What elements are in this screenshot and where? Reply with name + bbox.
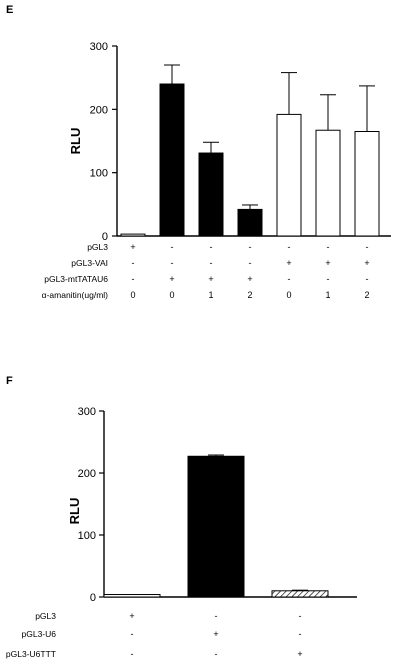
panel-e-y-tick-label: 100 bbox=[90, 168, 108, 180]
panel-e-row-cell: 1 bbox=[325, 290, 330, 300]
panel-e-row-cell: 0 bbox=[286, 290, 291, 300]
panel-f-row-label: pGL3-U6 bbox=[22, 629, 57, 639]
panel-f-y-tick-label: 0 bbox=[90, 592, 96, 604]
panel-e-letter: E bbox=[6, 4, 13, 16]
panel-f-bar bbox=[187, 455, 245, 598]
panel-e-bar bbox=[120, 233, 146, 237]
panel-e-row-cell: + bbox=[130, 242, 135, 252]
panel-e-bar bbox=[198, 152, 224, 237]
panel-e-row-cell: - bbox=[132, 274, 135, 284]
panel-e-y-tick-label: 0 bbox=[102, 231, 108, 243]
panel-e-bar bbox=[315, 129, 341, 237]
panel-f-row-label: pGL3 bbox=[35, 611, 56, 621]
panel-e-row-cell: - bbox=[249, 242, 252, 252]
panel-e-row-label: pGL3-mtTATAU6 bbox=[44, 274, 108, 284]
panel-e-row-cell: - bbox=[327, 242, 330, 252]
panel-f-bar bbox=[103, 594, 161, 598]
panel-e-row-label: α-amanitin(ug/ml) bbox=[42, 290, 108, 300]
panel-e-row-cell: + bbox=[169, 274, 174, 284]
panel-e-row-cell: - bbox=[288, 274, 291, 284]
panel-e-row-cell: 1 bbox=[208, 290, 213, 300]
panel-f-y-tick-label: 200 bbox=[78, 468, 96, 480]
panel-f-letter: F bbox=[6, 375, 13, 387]
panel-e-row-cell: + bbox=[286, 258, 291, 268]
panel-f-y-tick-label: 100 bbox=[78, 530, 96, 542]
panel-e-row-cell: 2 bbox=[364, 290, 369, 300]
panel-e-row-cell: - bbox=[327, 274, 330, 284]
panel-f-bar bbox=[271, 590, 329, 598]
panel-e-bar bbox=[354, 131, 380, 237]
panel-e-y-tick-label: 300 bbox=[90, 41, 108, 53]
panel-f-row-cell: - bbox=[215, 611, 218, 621]
panel-e-row-cell: - bbox=[288, 242, 291, 252]
panel-e-row-cell: + bbox=[208, 274, 213, 284]
panel-f: F RLU 0 100 200 300 pGL3 pGL3-U6 pGL3-U6TTT +… bbox=[6, 375, 357, 659]
panel-e-row-cell: - bbox=[366, 274, 369, 284]
panel-e-row-cell: - bbox=[249, 258, 252, 268]
panel-e-row-cell: - bbox=[171, 258, 174, 268]
panel-e-row-cell: - bbox=[210, 258, 213, 268]
panel-e-y-tick-label: 200 bbox=[90, 104, 108, 116]
panel-f-row-cell: - bbox=[299, 629, 302, 639]
panel-f-row-cell: - bbox=[215, 649, 218, 659]
panel-e-row-cell: - bbox=[366, 242, 369, 252]
panel-f-row-cell: - bbox=[299, 611, 302, 621]
panel-e-row-cell: + bbox=[364, 258, 369, 268]
panel-f-row-cell: + bbox=[297, 649, 302, 659]
panel-e-row-cell: 2 bbox=[247, 290, 252, 300]
panel-f-row-cell: + bbox=[213, 629, 218, 639]
panel-e-row-cell: - bbox=[132, 258, 135, 268]
panel-e-row-cell: - bbox=[171, 242, 174, 252]
panel-e-row-cell: + bbox=[325, 258, 330, 268]
panel-e-y-axis-label: RLU bbox=[68, 128, 83, 155]
panel-e-row-cell: + bbox=[247, 274, 252, 284]
panel-e-row-label: pGL3-VAI bbox=[71, 258, 108, 268]
panel-f-y-tick-label: 300 bbox=[78, 406, 96, 418]
panel-e-row-cell: 0 bbox=[169, 290, 174, 300]
panel-e-bar bbox=[237, 208, 263, 237]
panel-f-row-cell: - bbox=[131, 629, 134, 639]
panel-e-row-label: pGL3 bbox=[87, 242, 108, 252]
panel-f-row-cell: - bbox=[131, 649, 134, 659]
panel-e-bar bbox=[276, 113, 302, 237]
panel-f-row-cell: + bbox=[129, 611, 134, 621]
panel-f-row-label: pGL3-U6TTT bbox=[6, 649, 56, 659]
panel-e-row-cell: 0 bbox=[130, 290, 135, 300]
panel-e-bar bbox=[159, 83, 185, 237]
panel-e-row-cell: - bbox=[210, 242, 213, 252]
panel-f-y-axis-label: RLU bbox=[67, 498, 82, 525]
